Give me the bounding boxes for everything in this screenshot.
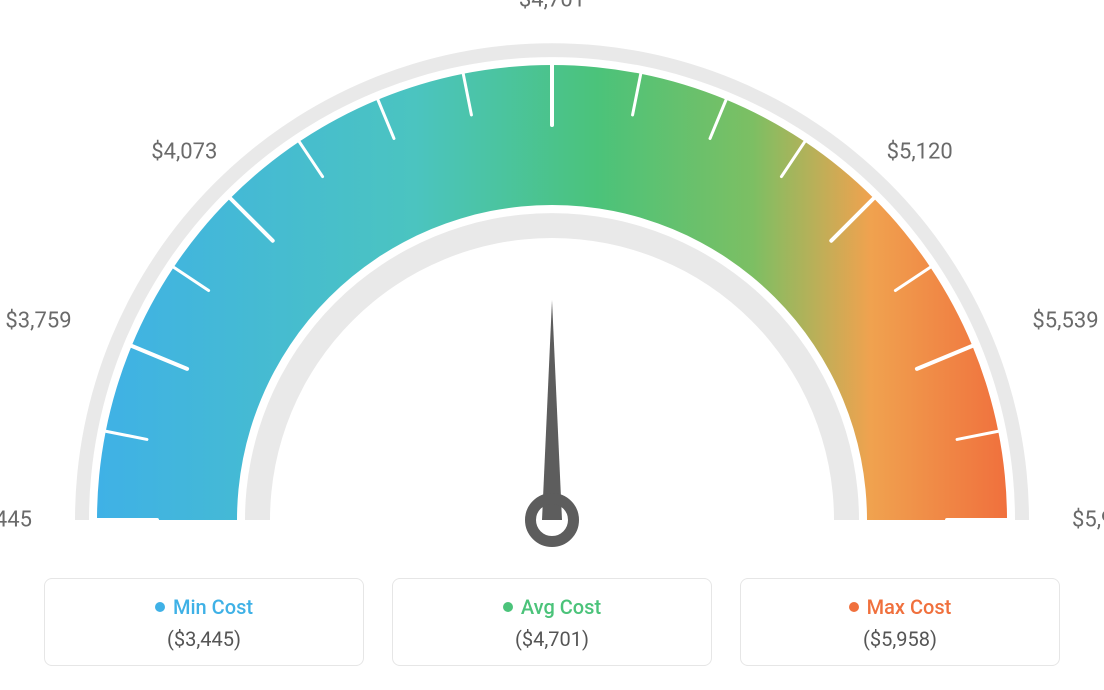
gauge-tick-label: $3,445 — [0, 508, 32, 533]
legend-card-max: Max Cost ($5,958) — [740, 578, 1060, 666]
gauge-tick-label: $4,073 — [151, 140, 217, 165]
gauge-tick-label: $3,759 — [5, 309, 71, 334]
gauge-tick-label: $4,701 — [519, 0, 585, 13]
legend-title-avg: Avg Cost — [503, 595, 601, 619]
legend-title-min: Min Cost — [155, 595, 253, 619]
legend-label: Max Cost — [867, 595, 952, 619]
legend-row: Min Cost ($3,445) Avg Cost ($4,701) Max … — [0, 578, 1104, 666]
dot-icon — [155, 602, 165, 612]
gauge-svg — [0, 20, 1104, 580]
dot-icon — [849, 602, 859, 612]
gauge-tick-label: $5,958 — [1072, 508, 1104, 533]
gauge-tick-label: $5,539 — [1032, 309, 1098, 334]
cost-gauge — [0, 20, 1104, 584]
legend-card-avg: Avg Cost ($4,701) — [392, 578, 712, 666]
legend-label: Min Cost — [173, 595, 253, 619]
legend-label: Avg Cost — [521, 595, 601, 619]
legend-card-min: Min Cost ($3,445) — [44, 578, 364, 666]
legend-title-max: Max Cost — [849, 595, 952, 619]
dot-icon — [503, 602, 513, 612]
legend-value: ($4,701) — [393, 627, 711, 651]
legend-value: ($5,958) — [741, 627, 1059, 651]
gauge-tick-label: $5,120 — [887, 140, 953, 165]
legend-value: ($3,445) — [45, 627, 363, 651]
